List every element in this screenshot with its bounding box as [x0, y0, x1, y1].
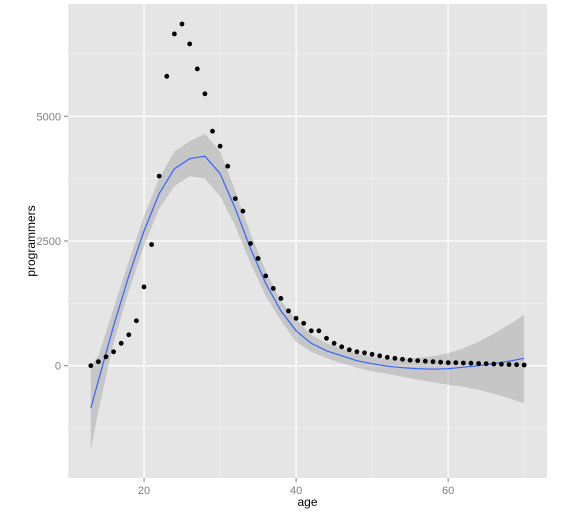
y-tick-label: 0	[55, 361, 61, 373]
data-point	[103, 354, 109, 360]
y-tick-label: 2500	[37, 236, 61, 248]
smooth-trend-line	[90, 155, 525, 409]
x-axis-title: age	[297, 495, 317, 509]
data-point	[270, 286, 276, 291]
data-point	[400, 356, 405, 362]
data-point	[202, 91, 208, 97]
data-point	[362, 350, 367, 356]
data-point	[263, 273, 269, 279]
data-point	[392, 355, 398, 361]
data-point	[407, 357, 413, 363]
data-point	[286, 308, 291, 314]
data-point	[354, 349, 360, 355]
data-point	[453, 360, 459, 366]
x-tick-label: 40	[290, 485, 302, 497]
y-axis-title: programmers	[24, 205, 38, 276]
data-point	[324, 335, 329, 341]
data-point	[377, 353, 383, 359]
data-point	[232, 196, 238, 202]
data-point	[248, 241, 253, 246]
data-point	[118, 340, 124, 346]
data-point	[491, 361, 497, 367]
data-point	[240, 208, 246, 214]
data-point	[369, 351, 375, 357]
data-point	[438, 359, 443, 365]
data-point	[179, 21, 185, 27]
data-point	[210, 128, 215, 134]
x-tick-label: 20	[138, 485, 150, 497]
data-point	[111, 349, 116, 355]
data-point	[126, 332, 132, 338]
data-point	[514, 362, 519, 368]
data-point	[225, 163, 231, 169]
data-point	[422, 358, 428, 364]
x-tick-label: 60	[442, 485, 454, 497]
data-points-layer	[88, 21, 527, 369]
data-point	[217, 143, 223, 149]
data-point	[134, 318, 139, 324]
data-point	[301, 320, 307, 326]
confidence-band-layer	[90, 133, 525, 451]
data-point	[468, 360, 474, 366]
data-point	[346, 347, 352, 353]
data-point	[445, 360, 451, 366]
data-point	[308, 328, 314, 334]
data-point	[461, 360, 466, 366]
major-gridlines	[68, 4, 547, 478]
data-point	[278, 296, 284, 301]
data-point	[194, 66, 200, 72]
data-point	[506, 362, 512, 367]
data-point	[96, 359, 101, 365]
axis-ticks: 20 40 60 0 2500 5000	[37, 111, 455, 497]
data-point	[430, 359, 436, 365]
data-point	[156, 173, 162, 179]
y-tick-label: 5000	[37, 111, 61, 123]
confidence-band	[90, 133, 525, 451]
data-point	[476, 361, 481, 366]
data-point	[339, 344, 345, 350]
data-point	[415, 358, 421, 364]
data-point	[187, 41, 193, 47]
data-point	[172, 31, 177, 37]
data-point	[149, 242, 155, 247]
data-point	[316, 328, 322, 334]
data-point	[141, 284, 147, 290]
data-point	[499, 361, 504, 367]
data-point	[164, 73, 170, 79]
data-point	[88, 363, 94, 369]
data-point	[255, 256, 261, 261]
data-point	[483, 361, 489, 367]
data-point	[384, 354, 390, 360]
data-point	[331, 340, 337, 346]
smooth-line-layer	[90, 155, 525, 409]
data-point	[293, 315, 299, 321]
data-point	[521, 362, 527, 368]
